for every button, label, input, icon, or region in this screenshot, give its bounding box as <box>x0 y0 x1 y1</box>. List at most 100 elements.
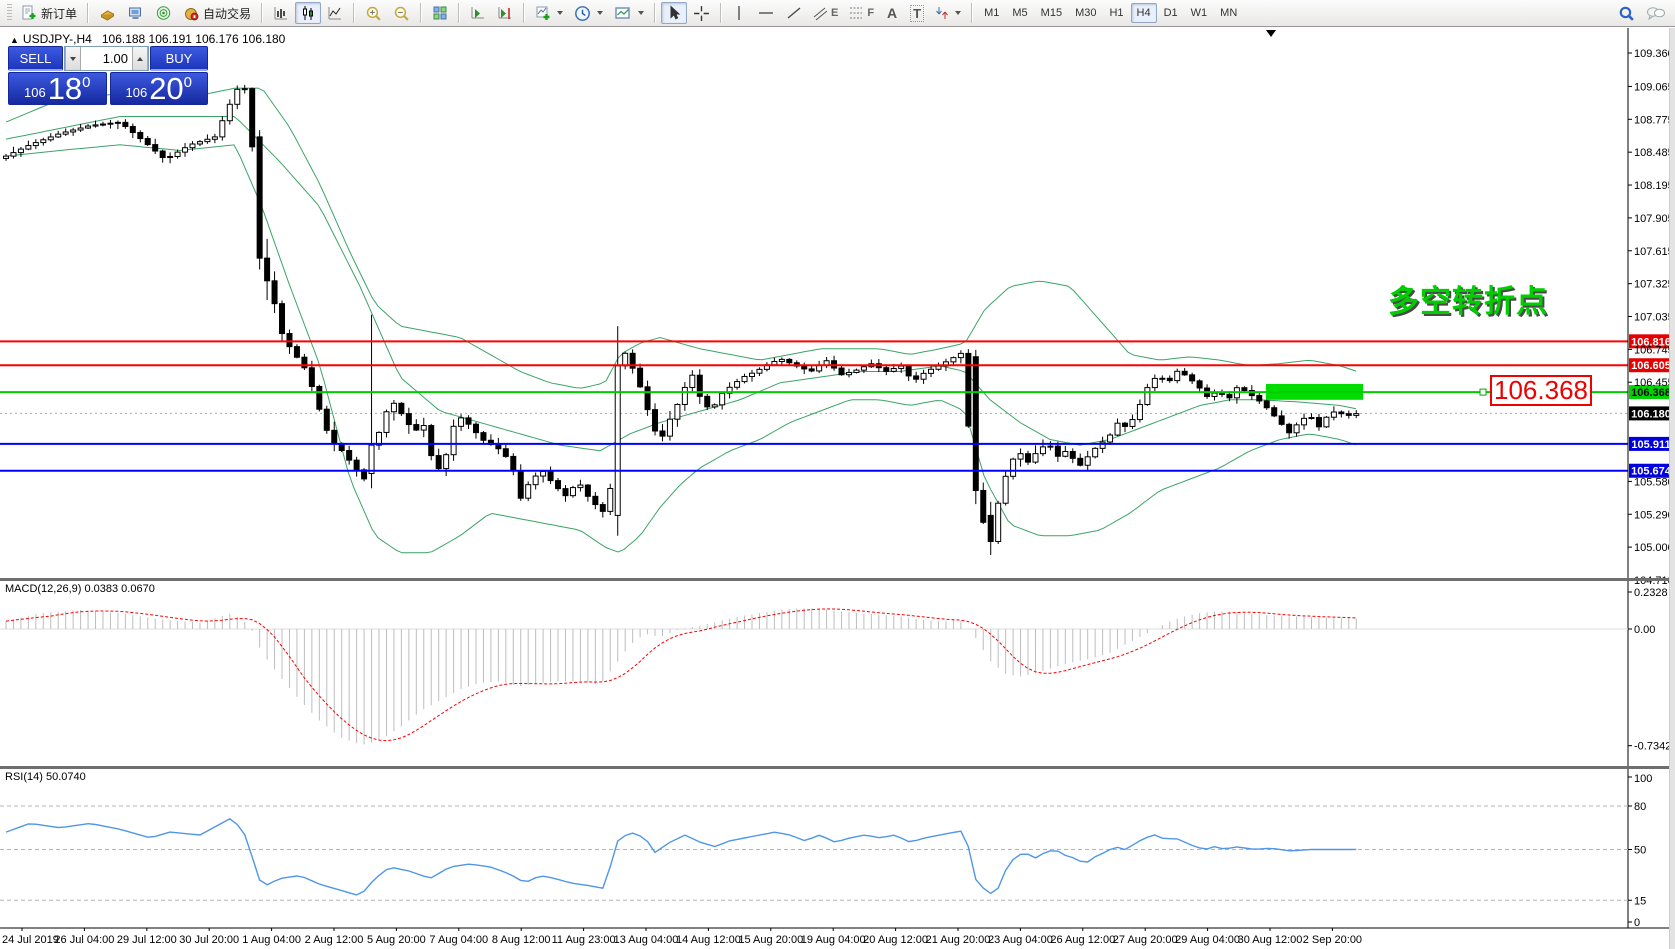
candle <box>1062 450 1069 457</box>
candle <box>62 131 69 135</box>
zoom-in-button[interactable] <box>360 2 387 24</box>
candlestick-chart-type-button[interactable] <box>295 2 322 24</box>
price-tick-label: 109.065 <box>1634 81 1674 93</box>
time-axis-label: 7 Aug 04:00 <box>429 934 488 946</box>
timeframe-button-M30[interactable]: M30 <box>1069 3 1102 23</box>
vertical-line-tool-button[interactable] <box>727 2 751 24</box>
toolbar-separator <box>720 3 723 23</box>
cursor-tool-button[interactable] <box>661 2 688 24</box>
data-window-button[interactable] <box>122 2 149 24</box>
autotrading-label: 自动交易 <box>203 6 252 21</box>
arrows-tool-button[interactable] <box>930 2 966 24</box>
timeframe-button-H4[interactable]: H4 <box>1130 3 1157 23</box>
periods-button[interactable] <box>569 2 608 24</box>
toolbar-separator <box>87 3 90 23</box>
templates-button[interactable] <box>609 2 649 24</box>
candle <box>845 371 852 376</box>
timeframe-button-MN[interactable]: MN <box>1214 3 1243 23</box>
candle <box>1017 453 1024 460</box>
time-axis-label: 30 Jul 20:00 <box>179 934 239 946</box>
fibonacci-tool-button[interactable]: F <box>844 2 879 24</box>
data-window-icon <box>127 5 144 21</box>
candle <box>308 367 315 387</box>
volume-decrease-button[interactable] <box>65 47 81 70</box>
candle <box>443 454 450 470</box>
time-axis-label: 21 Aug 20:00 <box>926 934 991 946</box>
timeframe-button-M15[interactable]: M15 <box>1035 3 1068 23</box>
candle <box>510 455 517 472</box>
current-price-label <box>1629 406 1674 421</box>
text-label-tool-button[interactable]: T <box>905 2 929 24</box>
candle <box>1114 422 1121 436</box>
toolbar-grip[interactable] <box>7 4 12 22</box>
candle <box>17 148 24 154</box>
chart-shift-button[interactable] <box>492 2 518 24</box>
candle <box>353 459 360 471</box>
symbol-name: USDJPY-,H4 <box>22 32 92 46</box>
candle <box>1189 374 1196 382</box>
buy-button[interactable]: BUY <box>150 46 208 71</box>
candle <box>368 444 375 474</box>
indicators-dropdown-caret[interactable] <box>557 11 564 15</box>
price-tick-label: 107.325 <box>1634 279 1674 291</box>
auto-scroll-icon <box>470 5 486 21</box>
trendline-tool-button[interactable] <box>781 2 807 24</box>
candle <box>569 487 576 497</box>
candle <box>741 375 748 383</box>
auto-scroll-button[interactable] <box>465 2 491 24</box>
volume-input[interactable] <box>81 47 132 70</box>
window-scrollbar-strip[interactable] <box>1669 28 1675 949</box>
timeframe-button-H1[interactable]: H1 <box>1103 3 1129 23</box>
sell-button[interactable]: SELL <box>8 46 63 71</box>
candle <box>1010 458 1017 477</box>
volume-increase-button[interactable] <box>132 47 148 70</box>
candle <box>331 429 338 444</box>
buy-price-prefix: 106 <box>125 85 148 100</box>
autotrading-button[interactable]: 自动交易 <box>178 2 256 24</box>
channel-tool-button[interactable]: E <box>808 2 843 24</box>
bar-chart-type-button[interactable] <box>268 2 294 24</box>
text-tool-button[interactable]: A <box>880 2 904 24</box>
tile-windows-button[interactable] <box>427 2 453 24</box>
candle <box>778 358 785 362</box>
zoom-out-button[interactable] <box>388 2 415 24</box>
cursor-icon <box>666 5 682 21</box>
candle <box>219 120 226 138</box>
chat-button[interactable] <box>1641 2 1671 24</box>
sell-price-display[interactable]: 106 18 0 <box>8 72 107 105</box>
candle <box>972 356 979 491</box>
candle <box>898 365 905 370</box>
candle <box>77 127 84 131</box>
horizontal-line-tool-button[interactable] <box>752 2 780 24</box>
chart-annotation-text[interactable]: 多空转折点 <box>1388 284 1548 319</box>
timeframe-button-D1[interactable]: D1 <box>1158 3 1184 23</box>
candle <box>211 136 218 140</box>
arrows-dropdown-caret[interactable] <box>955 11 962 15</box>
price-chart-svg[interactable]: 106.816 106.605 106.368 105.911 105.674 109.3… <box>0 28 1675 949</box>
candle <box>592 495 599 506</box>
new-order-button[interactable]: 新订单 <box>16 2 82 24</box>
candle <box>502 448 509 457</box>
candle <box>316 385 323 410</box>
timeframe-button-M5[interactable]: M5 <box>1006 3 1033 23</box>
crosshair-tool-button[interactable] <box>688 2 715 24</box>
periods-dropdown-caret[interactable] <box>597 11 604 15</box>
candle <box>681 386 688 405</box>
sonar-news-button[interactable] <box>150 2 177 24</box>
market-watch-button[interactable] <box>94 2 121 24</box>
candle <box>1054 445 1061 457</box>
line-chart-type-button[interactable] <box>322 2 348 24</box>
search-button[interactable] <box>1613 2 1640 24</box>
timeframe-button-W1[interactable]: W1 <box>1185 3 1214 23</box>
candle <box>1129 419 1136 427</box>
price-callout-box[interactable]: 106.368 <box>1490 375 1592 406</box>
chart-window[interactable]: 106.816 106.605 106.368 105.911 105.674 109.3… <box>0 28 1675 949</box>
price-tick-label: 107.615 <box>1634 246 1674 258</box>
templates-dropdown-caret[interactable] <box>638 11 645 15</box>
candle <box>286 333 293 348</box>
time-axis-label: 26 Aug 12:00 <box>1050 934 1115 946</box>
candle <box>293 346 300 358</box>
timeframe-button-M1[interactable]: M1 <box>978 3 1005 23</box>
indicators-button[interactable] <box>530 2 568 24</box>
buy-price-display[interactable]: 106 20 0 <box>109 72 208 105</box>
